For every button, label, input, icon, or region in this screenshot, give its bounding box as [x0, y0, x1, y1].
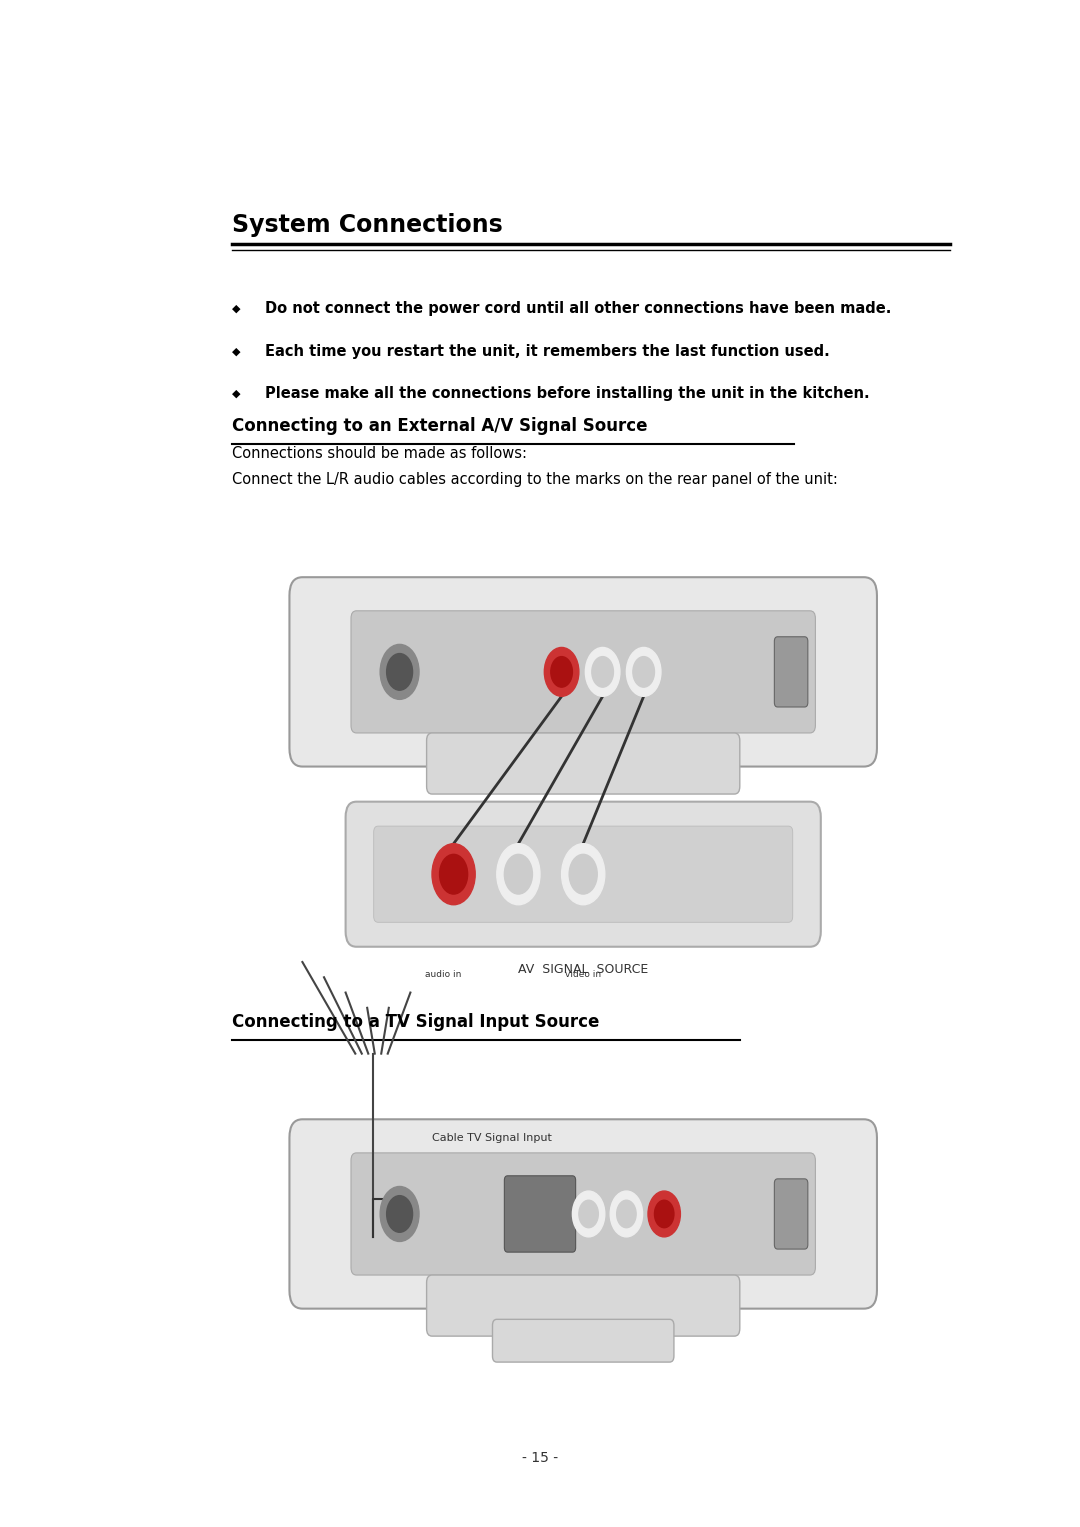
- Circle shape: [572, 1191, 605, 1237]
- Text: Please make all the connections before installing the unit in the kitchen.: Please make all the connections before i…: [265, 386, 869, 402]
- Text: Connections should be made as follows:: Connections should be made as follows:: [232, 446, 527, 461]
- FancyBboxPatch shape: [351, 611, 815, 733]
- Circle shape: [497, 843, 540, 904]
- Text: audio in: audio in: [424, 970, 461, 979]
- Text: AV  SIGNAL  SOURCE: AV SIGNAL SOURCE: [518, 964, 648, 976]
- Circle shape: [562, 843, 605, 904]
- FancyBboxPatch shape: [289, 1119, 877, 1309]
- Text: Do not connect the power cord until all other connections have been made.: Do not connect the power cord until all …: [265, 301, 891, 316]
- FancyBboxPatch shape: [492, 1319, 674, 1362]
- Circle shape: [585, 647, 620, 696]
- Text: ◆: ◆: [232, 304, 241, 313]
- Circle shape: [610, 1191, 643, 1237]
- Text: Connecting to an External A/V Signal Source: Connecting to an External A/V Signal Sou…: [232, 417, 648, 435]
- FancyBboxPatch shape: [351, 1153, 815, 1275]
- Circle shape: [380, 644, 419, 699]
- Circle shape: [387, 654, 413, 690]
- Text: System Connections: System Connections: [232, 212, 503, 237]
- Circle shape: [387, 1196, 413, 1232]
- Text: Each time you restart the unit, it remembers the last function used.: Each time you restart the unit, it remem…: [265, 344, 829, 359]
- Circle shape: [440, 855, 468, 895]
- FancyBboxPatch shape: [374, 826, 793, 922]
- FancyBboxPatch shape: [504, 1176, 576, 1252]
- Text: ◆: ◆: [232, 347, 241, 356]
- FancyBboxPatch shape: [289, 577, 877, 767]
- FancyBboxPatch shape: [346, 802, 821, 947]
- Circle shape: [504, 855, 532, 895]
- Circle shape: [648, 1191, 680, 1237]
- Circle shape: [544, 647, 579, 696]
- Circle shape: [432, 843, 475, 904]
- Circle shape: [617, 1200, 636, 1228]
- Text: - 15 -: - 15 -: [522, 1451, 558, 1466]
- FancyBboxPatch shape: [427, 1275, 740, 1336]
- Text: Connecting to a TV Signal Input Source: Connecting to a TV Signal Input Source: [232, 1012, 599, 1031]
- Circle shape: [654, 1200, 674, 1228]
- FancyBboxPatch shape: [774, 637, 808, 707]
- Circle shape: [633, 657, 654, 687]
- Circle shape: [579, 1200, 598, 1228]
- Circle shape: [380, 1186, 419, 1241]
- Circle shape: [569, 855, 597, 895]
- Circle shape: [592, 657, 613, 687]
- Text: Connect the L/R audio cables according to the marks on the rear panel of the uni: Connect the L/R audio cables according t…: [232, 472, 838, 487]
- Text: ◆: ◆: [232, 389, 241, 399]
- Text: video in: video in: [565, 970, 602, 979]
- Text: Cable TV Signal Input: Cable TV Signal Input: [432, 1133, 552, 1142]
- FancyBboxPatch shape: [774, 1179, 808, 1249]
- Circle shape: [551, 657, 572, 687]
- FancyBboxPatch shape: [427, 733, 740, 794]
- Circle shape: [626, 647, 661, 696]
